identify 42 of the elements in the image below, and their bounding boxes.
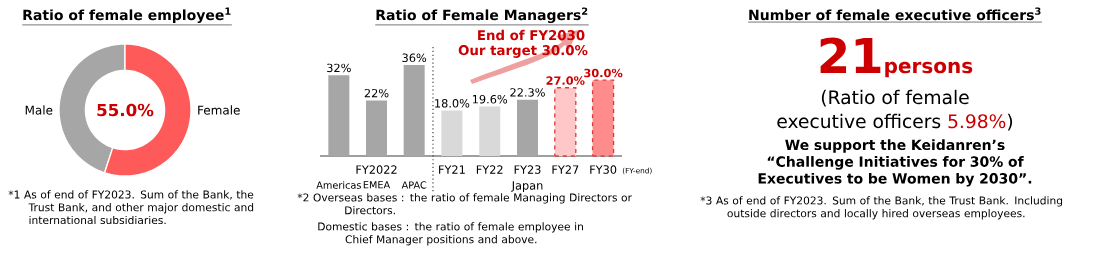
x-tick-label: FY22 — [476, 165, 503, 174]
x-axis-title: Japan — [511, 181, 543, 192]
slice-label: Female — [198, 105, 240, 115]
x-tick-label: FY21 — [439, 165, 465, 174]
bar — [441, 110, 463, 156]
bar — [591, 79, 615, 157]
data-label: 22.3% — [510, 88, 545, 97]
text: *1 As of end of FY2023. Sum of the Bank, the Trust Bank, and other major domestic and international subsidiaries. — [8, 190, 254, 225]
text: Number of female executive officers$^{3}$ — [749, 7, 1041, 21]
data-label: 36% — [402, 53, 427, 63]
x-axis-title: FY2022 — [356, 165, 397, 174]
bar — [554, 87, 577, 157]
x-tick-label: FY23 — [514, 165, 541, 174]
data-label: 55.0% — [97, 103, 154, 117]
text: *3 As of end of FY2023. Sum of the Bank, the Trust Bank. Including outside directors and locally hired overseas employees. — [700, 196, 1063, 220]
data-label: 32% — [327, 63, 351, 73]
x-tick-label: FY30 — [590, 165, 617, 174]
text: (Ratio of female — [821, 89, 969, 107]
x-tick-label: Americas — [316, 181, 361, 189]
text: Our target 30.0% — [458, 45, 588, 58]
x-tick-label: FY27 — [552, 165, 579, 174]
text: persons — [885, 61, 973, 78]
bar — [479, 106, 501, 156]
text: executive officers — [777, 113, 941, 129]
text: 5.98% — [948, 114, 1006, 129]
text: 21 — [820, 37, 881, 73]
data-label: 22% — [364, 88, 389, 98]
chart-title: Ratio of female employee$^{1}$ — [23, 7, 231, 24]
data-label: 19.6% — [472, 94, 508, 104]
bar — [517, 99, 538, 156]
data-label: 18.0% — [435, 99, 470, 108]
data-label: 30.0% — [584, 68, 623, 78]
text: We support the Keidanren’s “Challenge Initiatives for 30% of Executives to be Women by 2030”. — [758, 139, 1032, 187]
x-tick-label: EMEA — [363, 181, 391, 189]
text: Domestic bases : the ratio of female employee in Chief Manager positions and above. — [318, 222, 583, 246]
text: ) — [1007, 113, 1013, 131]
text: End of FY2030 — [478, 29, 585, 41]
text: Ratio of Female Managers$^{2}$ — [376, 7, 588, 24]
slice-label: Male — [25, 105, 53, 115]
text: *2 Overseas bases : the ratio of female Managing Directors or Directors. — [297, 193, 632, 215]
x-tick-label: APAC — [401, 181, 427, 189]
data-label: 27.0% — [546, 76, 585, 85]
